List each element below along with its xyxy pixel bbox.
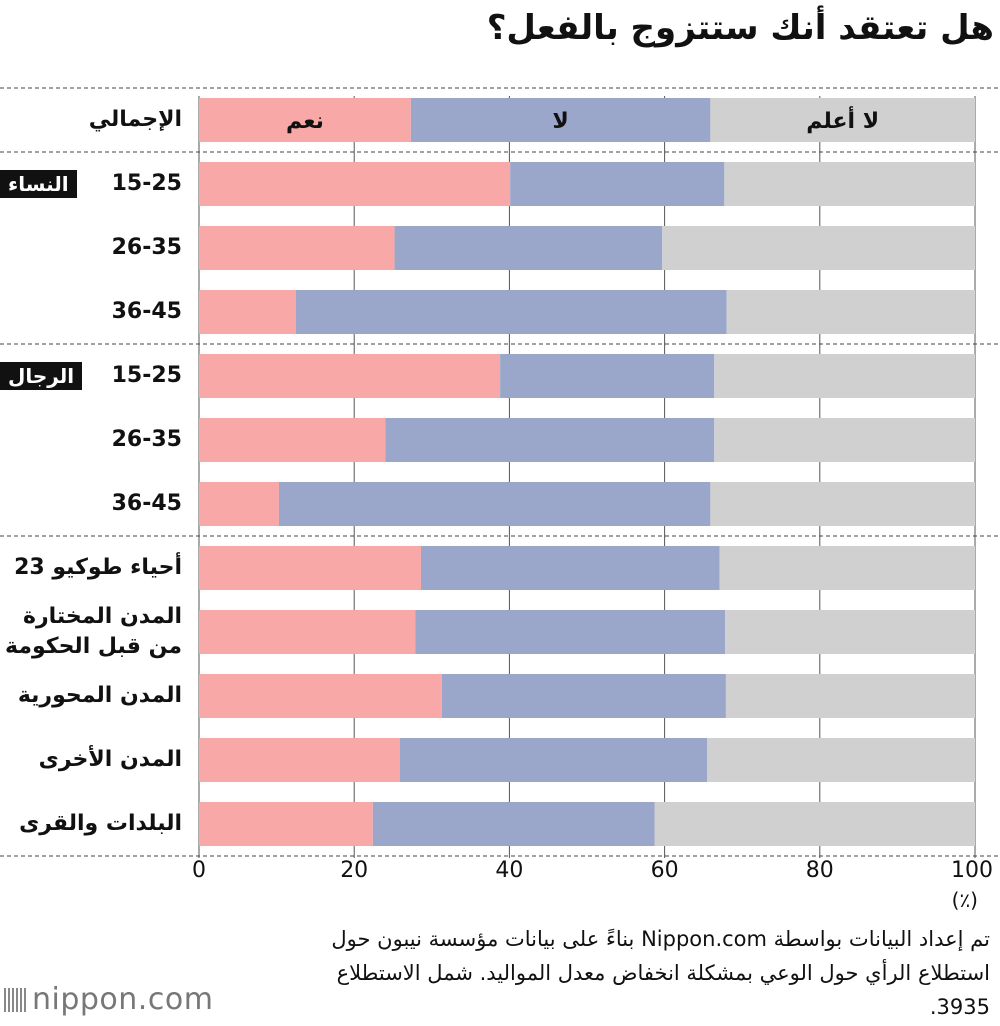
bar-row9-1 <box>441 674 726 718</box>
stacked-bar-chart: نعم لا لا أعلم <box>0 87 1000 858</box>
bar-row2-0 <box>199 226 395 270</box>
row-label-line: الإجمالي <box>88 107 182 132</box>
row-label: 15-25 <box>112 361 182 391</box>
bar-row0-2 <box>710 98 975 142</box>
row-label: 26-35 <box>112 425 182 455</box>
bar-row10-1 <box>399 738 708 782</box>
bar-row2-2 <box>662 226 975 270</box>
bar-row1-1 <box>510 162 725 206</box>
segment-label-1: لا <box>552 109 568 134</box>
row-label: 36-45 <box>112 489 182 519</box>
source-note: تم إعداد البيانات بواسطة Nippon.com بناء… <box>331 927 990 1019</box>
bar-row8-2 <box>725 610 975 654</box>
bar-row9-0 <box>199 674 442 718</box>
bar-row2-1 <box>394 226 663 270</box>
bar-row10-2 <box>707 738 975 782</box>
bar-row10-0 <box>199 738 400 782</box>
bar-row5-0 <box>199 418 386 462</box>
logo-bars-icon <box>4 988 26 1012</box>
bar-row5-2 <box>714 418 975 462</box>
row-label-line: 36-45 <box>111 491 182 516</box>
bar-row0-0 <box>199 98 411 142</box>
bar-row8-1 <box>415 610 726 654</box>
bar-row7-0 <box>199 546 421 590</box>
x-tick-label: 60 <box>650 858 679 883</box>
row-label-line: من قبل الحكومة <box>5 634 182 659</box>
row-label-line: 15-25 <box>111 171 182 196</box>
row-label-line: 15-25 <box>111 363 182 388</box>
row-label-line: المدن الأخرى <box>38 747 182 772</box>
bar-row11-0 <box>199 802 373 846</box>
bar-row3-2 <box>726 290 975 334</box>
bar-row11-2 <box>654 802 975 846</box>
row-label: المدن المختارة من قبل الحكومة <box>5 602 182 662</box>
bar-row11-1 <box>372 802 655 846</box>
row-label: المدن المحورية <box>18 681 182 711</box>
x-tick-label: 0 <box>192 858 206 883</box>
group-tag: الرجال <box>0 362 83 390</box>
row-label: 15-25 <box>112 169 182 199</box>
bar-row7-1 <box>420 546 720 590</box>
bar-row3-1 <box>296 290 727 334</box>
bar-row1-2 <box>724 162 975 206</box>
bar-row0-1 <box>410 98 711 142</box>
bar-row7-2 <box>719 546 975 590</box>
bar-row6-2 <box>710 482 975 526</box>
row-label-line: أحياء طوكيو 23 <box>14 555 182 580</box>
row-label-line: 36-45 <box>111 299 182 324</box>
bar-row6-0 <box>199 482 279 526</box>
x-axis-unit: (٪) <box>951 888 978 912</box>
segment-label-2: لا أعلم <box>806 105 879 134</box>
bar-row1-0 <box>199 162 511 206</box>
row-label-line: المدن المختارة <box>23 604 182 629</box>
chart-title: هل تعتقد أنك ستتزوج بالفعل؟ <box>486 8 994 48</box>
group-tag: النساء <box>0 170 77 198</box>
row-label: الإجمالي <box>89 105 182 135</box>
logo-text: nippon.com <box>32 982 214 1017</box>
bar-row4-0 <box>199 354 501 398</box>
x-tick-label: 20 <box>340 858 369 883</box>
nippon-logo: nippon.com <box>4 982 213 1017</box>
row-label: 26-35 <box>112 233 182 263</box>
bar-row8-0 <box>199 610 416 654</box>
bar-row3-0 <box>199 290 296 334</box>
bar-row6-1 <box>278 482 711 526</box>
bar-row4-2 <box>714 354 975 398</box>
bar-row5-1 <box>385 418 715 462</box>
x-tick-label: 80 <box>805 858 834 883</box>
row-label-line: المدن المحورية <box>17 683 182 708</box>
row-label-line: البلدات والقرى <box>19 811 182 836</box>
segment-label-0: نعم <box>286 109 324 134</box>
x-tick-label: 100 <box>951 858 993 883</box>
row-label: أحياء طوكيو 23 <box>14 553 182 583</box>
row-label: المدن الأخرى <box>39 745 182 775</box>
row-label: البلدات والقرى <box>19 809 182 839</box>
row-label: 36-45 <box>112 297 182 327</box>
row-label-line: 26-35 <box>111 427 182 452</box>
x-tick-label: 40 <box>495 858 524 883</box>
bar-row4-1 <box>500 354 715 398</box>
row-label-line: 26-35 <box>111 235 182 260</box>
bar-row9-2 <box>725 674 975 718</box>
